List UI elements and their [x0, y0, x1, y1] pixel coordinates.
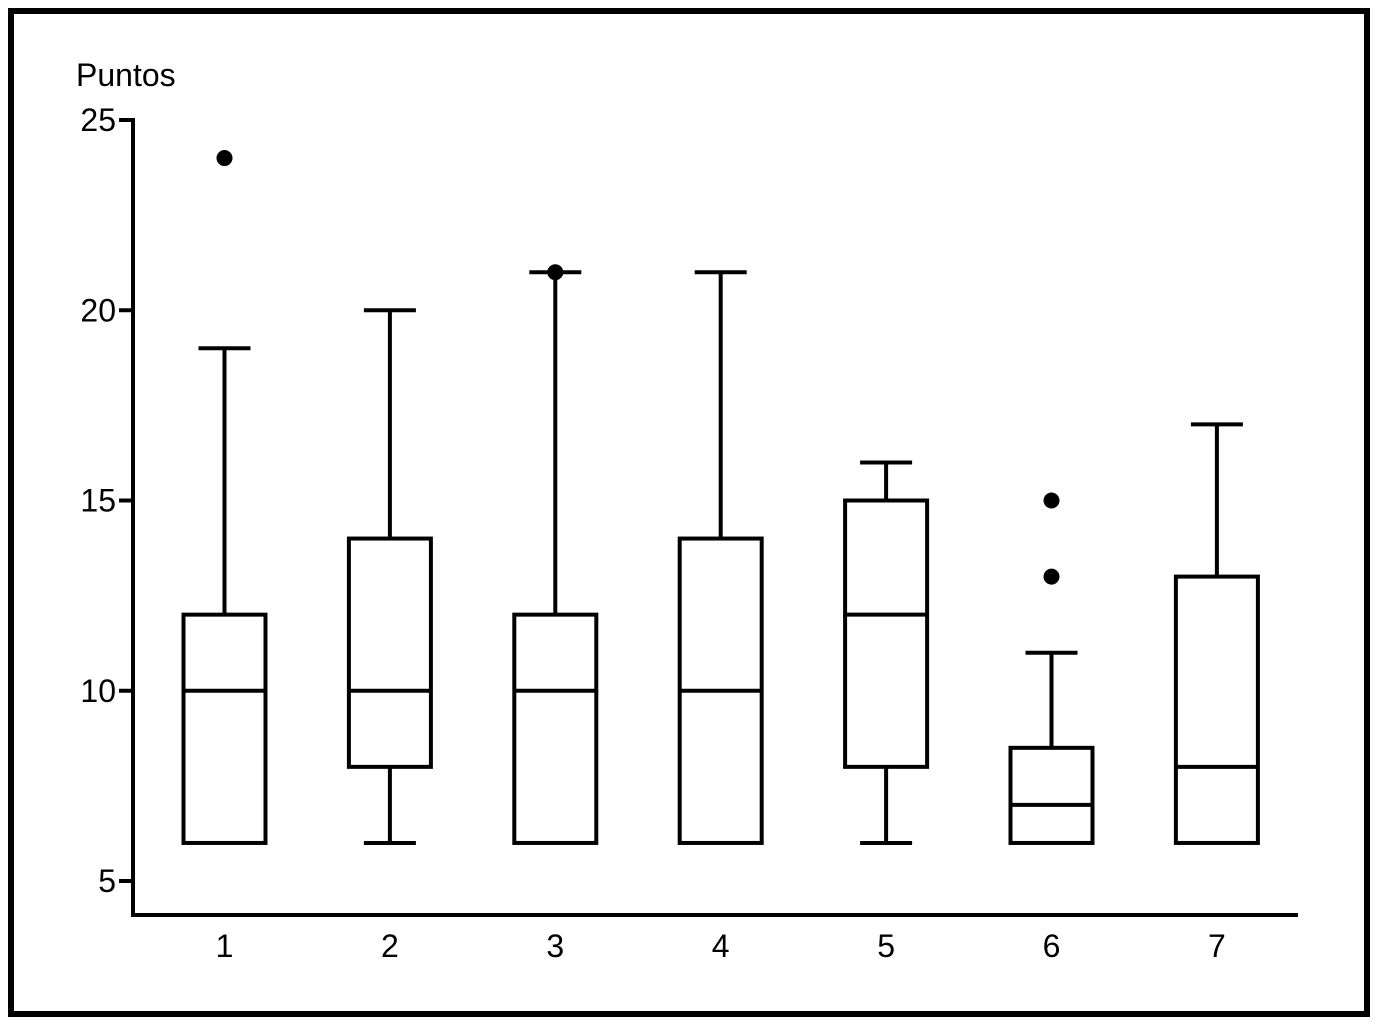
y-tick-label: 15: [80, 483, 116, 519]
box-group-1: 1: [181, 150, 268, 964]
outlier-dot: [547, 264, 564, 281]
box-group-2: 2: [346, 308, 433, 964]
box-rect: [512, 612, 599, 845]
category-label: 2: [381, 928, 399, 964]
box-rect: [1008, 745, 1095, 845]
box-group-7: 7: [1173, 422, 1260, 964]
box-rect: [346, 536, 433, 769]
box-rect: [1173, 574, 1260, 845]
box-group-5: 5: [843, 460, 930, 964]
category-label: 5: [877, 928, 895, 964]
category-label: 3: [546, 928, 564, 964]
category-label: 4: [712, 928, 730, 964]
box-rect: [181, 612, 268, 845]
y-tick-label: 5: [98, 863, 116, 899]
category-label: 1: [216, 928, 234, 964]
chart-title: Puntos: [76, 57, 176, 93]
y-tick-label: 25: [80, 102, 116, 138]
box-group-3: 3: [512, 264, 599, 964]
outlier-dot: [216, 150, 233, 167]
outlier-dot: [1043, 568, 1060, 585]
box-rect: [843, 498, 930, 769]
outlier-dot: [1043, 492, 1060, 509]
y-tick-label: 10: [80, 673, 116, 709]
y-tick-label: 20: [80, 292, 116, 328]
box-group-6: 6: [1008, 492, 1095, 964]
category-label: 7: [1208, 928, 1226, 964]
figure-border: [8, 8, 1370, 1017]
category-label: 6: [1043, 928, 1061, 964]
box-group-4: 4: [677, 270, 764, 964]
